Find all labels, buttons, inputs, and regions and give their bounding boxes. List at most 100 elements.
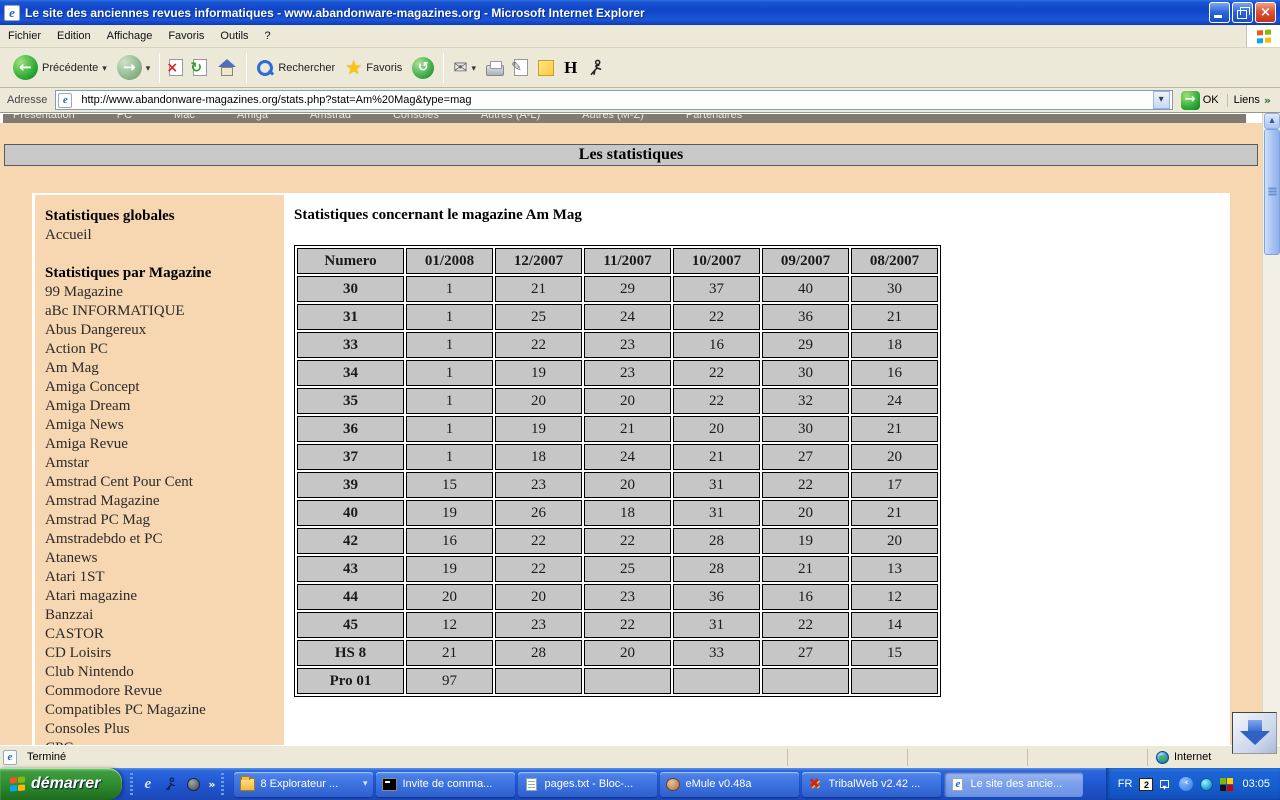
topnav-item[interactable]: Partenaires — [685, 114, 743, 121]
taskbar-task-button[interactable]: TribalWeb v2.42 ... — [802, 771, 942, 797]
sidebar-link-magazine[interactable]: Action PC — [45, 341, 108, 357]
forward-button[interactable] — [112, 53, 156, 82]
scroll-up-icon[interactable] — [1264, 113, 1280, 129]
sidebar-link-magazine[interactable]: 99 Magazine — [45, 284, 123, 300]
address-input[interactable]: e http://www.abandonware-magazines.org/s… — [55, 90, 1173, 110]
topnav-item[interactable]: Consoles — [392, 114, 439, 121]
menu-favoris[interactable]: Favoris — [168, 30, 205, 42]
sidebar-link-magazine[interactable]: Atanews — [45, 550, 98, 566]
status-section — [1027, 748, 1147, 766]
sidebar-link-magazine[interactable]: Consoles Plus — [45, 721, 130, 737]
download-count-cell: 30 — [762, 416, 849, 442]
search-button[interactable]: Rechercher — [251, 57, 340, 79]
aim-quick-icon[interactable] — [162, 776, 179, 793]
sidebar-link-magazine[interactable]: CD Loisirs — [45, 645, 112, 661]
address-label: Adresse — [7, 94, 48, 106]
print-button[interactable] — [481, 58, 509, 78]
edit-button[interactable]: ✎ — [509, 57, 533, 78]
taskbar-task-button[interactable]: Le site des ancie... — [944, 771, 1084, 797]
topnav-item[interactable]: Autres (M-Z) — [582, 114, 644, 121]
sidebar-link-magazine[interactable]: Amstrad PC Mag — [45, 512, 150, 528]
sidebar-link-magazine[interactable]: Amstrad Cent Pour Cent — [45, 474, 193, 490]
sidebar-link-magazine[interactable]: Amiga Dream — [45, 398, 131, 414]
scrollbar-thumb[interactable] — [1264, 129, 1280, 255]
windows-logo-throbber — [1246, 25, 1280, 47]
taskbar-task-button[interactable]: 8 Explorateur ... ▾ — [234, 771, 374, 797]
sidebar-link-magazine[interactable]: CASTOR — [45, 626, 104, 642]
window-titlebar: e Le site des anciennes revues informati… — [0, 0, 1280, 25]
favorites-button[interactable]: ★ Favoris — [340, 55, 407, 81]
sidebar-link-magazine[interactable]: Abus Dangereux — [45, 322, 147, 338]
menu-outils[interactable]: Outils — [220, 30, 249, 42]
download-count-cell: 29 — [584, 276, 671, 302]
taskbar-task-button[interactable]: pages.txt - Bloc-... — [518, 771, 658, 797]
minimize-button[interactable] — [1209, 2, 1230, 23]
messenger-button[interactable] — [533, 58, 559, 78]
sidebar-link-magazine[interactable]: Commodore Revue — [45, 683, 163, 699]
restore-button[interactable] — [1232, 2, 1253, 23]
keyboard-layout-icon[interactable]: 2 — [1139, 777, 1154, 791]
sidebar-link-magazine[interactable]: Amiga Concept — [45, 379, 140, 395]
sidebar-link-magazine[interactable]: Amiga Revue — [45, 436, 128, 452]
links-toolbar[interactable]: Liens » — [1226, 93, 1277, 107]
topnav-item[interactable]: Mac — [174, 114, 195, 121]
stop-button[interactable]: × — [164, 57, 188, 78]
address-dropdown-icon[interactable] — [1152, 91, 1170, 109]
vertical-scrollbar[interactable] — [1262, 113, 1280, 745]
menu-affichage[interactable]: Affichage — [106, 30, 153, 42]
issue-number-cell: 34 — [297, 360, 404, 386]
back-dropdown-icon[interactable] — [102, 62, 107, 74]
sidebar-link-magazine[interactable]: Amiga News — [45, 417, 124, 433]
browser-quick-icon[interactable]: e — [144, 775, 152, 792]
language-bar-restore-icon[interactable] — [1160, 778, 1172, 792]
back-button[interactable]: Précédente — [8, 53, 112, 82]
close-button[interactable]: × — [1255, 2, 1276, 23]
mail-icon: ✉ — [453, 57, 468, 78]
sidebar-link-magazine[interactable]: Am Mag — [45, 360, 99, 376]
sidebar-link-magazine[interactable]: Club Nintendo — [45, 664, 134, 680]
topnav-item[interactable]: PC — [116, 114, 133, 121]
table-row: 42 16 22 22 28 19 20 — [297, 528, 938, 554]
mail-button[interactable]: ✉ — [448, 56, 481, 80]
large-scroll-down-button[interactable] — [1232, 712, 1277, 754]
download-count-cell: 40 — [762, 276, 849, 302]
sidebar-link-magazine[interactable]: Amstrad Magazine — [45, 493, 160, 509]
sidebar-link-magazine[interactable]: Amstradebdo et PC — [45, 531, 163, 547]
mail-dropdown-icon[interactable] — [472, 62, 477, 74]
task-group-caret-icon[interactable]: ▾ — [362, 779, 368, 789]
topnav-item[interactable]: Présentation — [13, 114, 75, 121]
messenger-tray-icon[interactable] — [1200, 777, 1214, 791]
topnav-item[interactable]: Amstrad — [310, 114, 351, 121]
links-chevron-icon[interactable]: » — [1263, 93, 1271, 107]
table-row: 31 1 25 24 22 36 21 — [297, 304, 938, 330]
aim-button[interactable] — [582, 57, 610, 79]
taskbar-task-button[interactable]: Invite de comma... — [376, 771, 516, 797]
sidebar-link-magazine[interactable]: Banzzai — [45, 607, 94, 623]
sidebar-link-accueil[interactable]: Accueil — [45, 227, 92, 243]
refresh-button[interactable]: ↻ — [188, 57, 212, 78]
sidebar-link-magazine[interactable]: aBc INFORMATIQUE — [45, 303, 185, 319]
topnav-item[interactable]: Autres (A-L) — [480, 114, 541, 121]
sidebar-link-magazine[interactable]: Atari 1ST — [45, 569, 105, 585]
language-indicator[interactable]: FR — [1117, 778, 1133, 790]
sidebar-link-magazine[interactable]: Amstar — [45, 455, 90, 471]
topnav-item[interactable]: Amiga — [236, 114, 269, 121]
sidebar-link-magazine[interactable]: Compatibles PC Magazine — [45, 702, 206, 718]
taskbar-task-button[interactable]: eMule v0.48a — [660, 771, 800, 797]
download-count-cell: 19 — [495, 416, 582, 442]
home-button[interactable] — [212, 57, 242, 79]
go-button[interactable]: OK — [1177, 90, 1223, 110]
quicklaunch-overflow-icon[interactable]: » — [208, 777, 216, 791]
sidebar-link-magazine[interactable]: Atari magazine — [45, 588, 138, 604]
sidebar-link-magazine[interactable]: CPC — [45, 739, 284, 747]
app-grid-tray-icon[interactable] — [1220, 777, 1234, 791]
menu-?[interactable]: ? — [264, 30, 271, 42]
history-button[interactable] — [407, 55, 439, 81]
download-count-cell: 31 — [673, 612, 760, 638]
menu-edition[interactable]: Edition — [57, 30, 91, 42]
start-button[interactable]: démarrer — [0, 768, 123, 800]
menu-fichier[interactable]: Fichier — [8, 30, 42, 42]
h-app-button[interactable]: H — [559, 57, 582, 78]
round-app-quick-icon[interactable] — [185, 776, 202, 793]
hide-icons-chevron-icon[interactable]: ‹ — [1179, 777, 1194, 791]
